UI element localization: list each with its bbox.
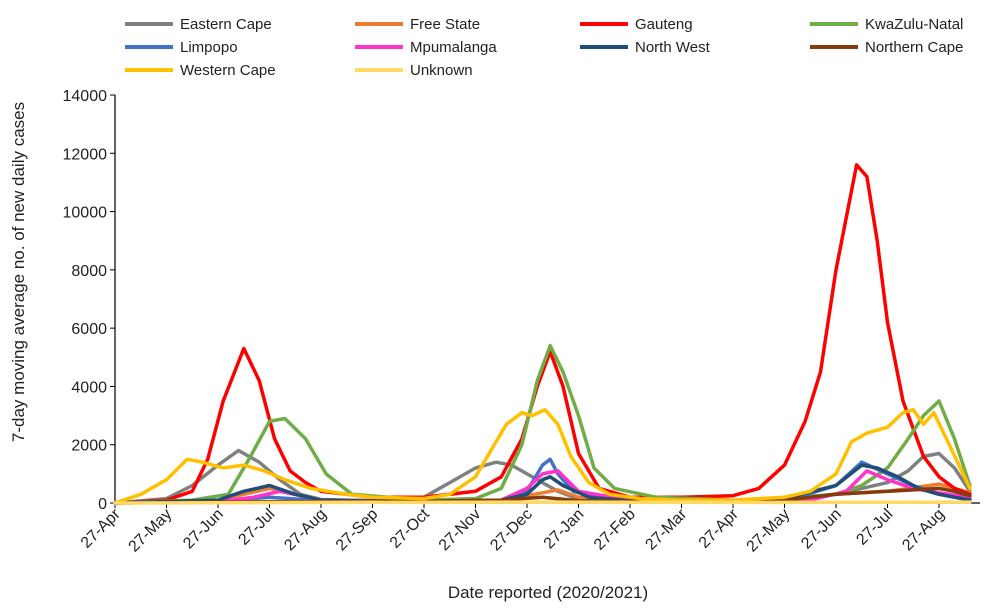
legend-label: Free State xyxy=(410,16,480,33)
y-tick-label: 4000 xyxy=(71,379,107,396)
legend-label: North West xyxy=(635,39,711,56)
series-line-north-west xyxy=(113,463,972,505)
series-layer xyxy=(113,163,972,505)
x-tick-label: 27-Apr xyxy=(696,505,742,551)
legend-label: Northern Cape xyxy=(865,39,963,56)
series-line-western-cape xyxy=(113,407,972,505)
legend-label: Limpopo xyxy=(180,39,238,56)
y-tick-label: 6000 xyxy=(71,321,107,338)
legend-label: Unknown xyxy=(410,62,473,79)
x-tick-label: 27-Jun xyxy=(798,506,845,553)
x-tick-label: 27-Mar xyxy=(642,505,690,553)
legend-label: Eastern Cape xyxy=(180,16,272,33)
x-tick-label: 27-Dec xyxy=(487,506,535,554)
series-line-kwazulu-natal xyxy=(113,343,972,505)
y-tick-label: 8000 xyxy=(71,263,107,280)
legend-label: Mpumalanga xyxy=(410,39,497,56)
x-tick-label: 27-Oct xyxy=(387,505,433,551)
y-tick-label: 14000 xyxy=(63,88,108,105)
x-tick-label: 27-Nov xyxy=(436,506,484,554)
y-axis: 0 2000 4000 6000 8000 10000 12000 14000 xyxy=(63,88,116,513)
x-tick-label: 27-Jul xyxy=(235,506,278,549)
x-tick-label: 27-Sep xyxy=(333,506,382,555)
y-tick-label: 10000 xyxy=(63,205,108,222)
series-line-unknown xyxy=(113,500,972,505)
y-tick-label: 2000 xyxy=(71,438,107,455)
y-axis-title: 7-day moving average no. of new daily ca… xyxy=(9,102,28,442)
y-tick-label: 12000 xyxy=(63,146,108,163)
x-axis: 27-Apr 27-May 27-Jun 27-Jul 27-Aug 27-Sep 27-O… xyxy=(78,502,980,556)
legend: Eastern Cape Free State Gauteng KwaZulu-Nat… xyxy=(125,16,963,79)
x-axis-title: Date reported (2020/2021) xyxy=(448,583,648,602)
x-tick-label: 27-May xyxy=(126,506,176,556)
x-tick-label: 27-Aug xyxy=(899,506,948,555)
x-tick-label: 27-Feb xyxy=(591,506,639,554)
x-tick-label: 27-Jul xyxy=(853,506,896,549)
x-tick-label: 27-May xyxy=(744,506,794,556)
x-tick-label: 27-Aug xyxy=(281,506,330,555)
legend-label: Gauteng xyxy=(635,16,693,33)
legend-label: Western Cape xyxy=(180,62,276,79)
y-tick-label: 0 xyxy=(98,496,107,513)
series-line-gauteng xyxy=(113,163,972,505)
x-tick-label: 27-Jan xyxy=(541,506,588,553)
x-tick-label: 27-Jun xyxy=(180,506,227,553)
legend-label: KwaZulu-Natal xyxy=(865,16,963,33)
